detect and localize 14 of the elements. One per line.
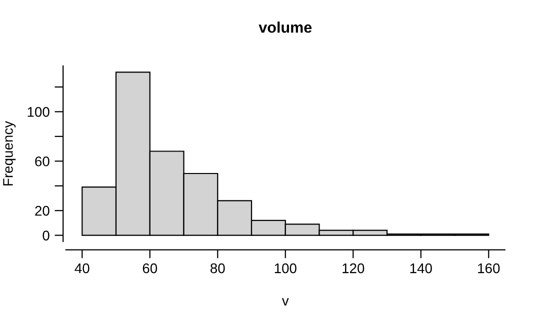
x-tick-label: 80	[210, 263, 225, 274]
x-axis-title: v	[282, 298, 289, 306]
chart-title: volume	[258, 22, 312, 33]
x-tick-label: 40	[74, 263, 90, 274]
y-tick-label: 100	[28, 107, 50, 117]
y-axis-title: Frequency	[3, 120, 16, 186]
x-tick-label: 120	[342, 263, 364, 274]
y-tick-label: 60	[35, 156, 50, 166]
x-tick-label: 100	[274, 263, 296, 274]
y-tick-label: 20	[35, 206, 50, 216]
y-tick-label: 0	[42, 230, 50, 240]
x-tick-label: 140	[410, 263, 432, 274]
x-tick-label: 60	[142, 263, 158, 274]
x-tick-label: 160	[478, 263, 500, 274]
